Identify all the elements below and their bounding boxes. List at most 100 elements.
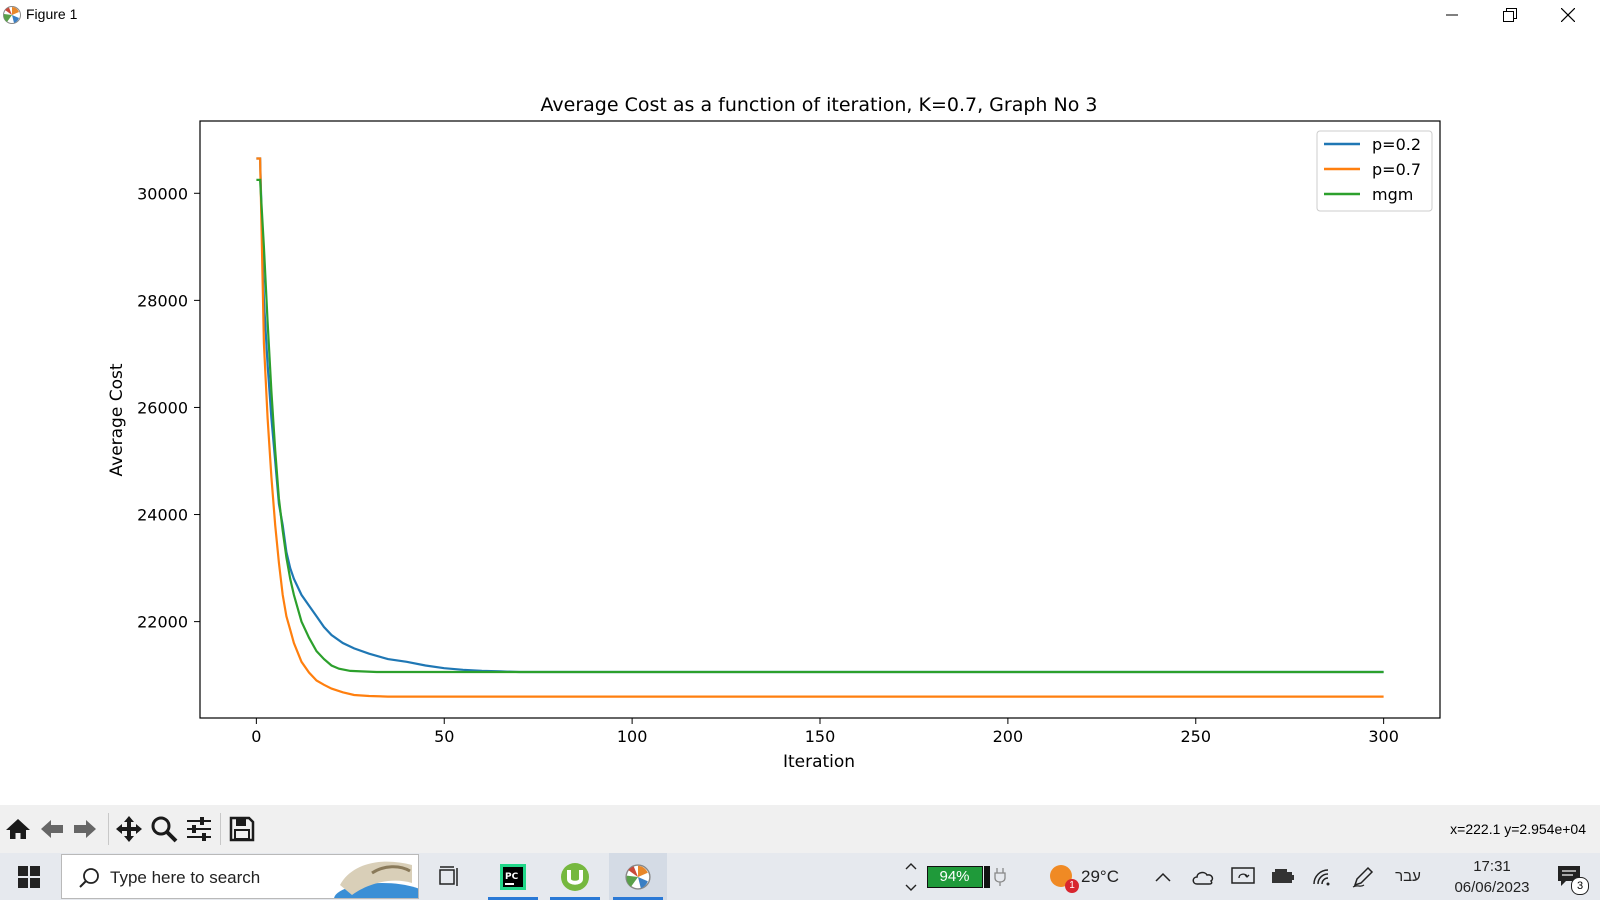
tray-wifi[interactable] xyxy=(1308,853,1338,900)
y-tick-label: 22000 xyxy=(137,613,188,632)
taskbar-search[interactable]: Type here to search xyxy=(61,854,419,899)
battery-cap xyxy=(983,865,990,888)
y-axis-ticks: 22000 24000 26000 28000 30000 xyxy=(137,184,200,632)
tray-power-app[interactable] xyxy=(1268,853,1298,900)
floppy-disk-icon xyxy=(229,816,255,842)
search-placeholder: Type here to search xyxy=(110,868,261,887)
chevron-up-icon xyxy=(905,862,917,869)
tray-remote-app[interactable] xyxy=(1228,853,1258,900)
taskbar-app-matplotlib[interactable] xyxy=(609,853,667,900)
tray-pen[interactable] xyxy=(1348,853,1378,900)
sliders-icon xyxy=(187,817,211,841)
y-tick-label: 24000 xyxy=(137,506,188,525)
caret-up-icon xyxy=(1155,872,1171,882)
battery-widget[interactable]: 94% xyxy=(926,853,1006,900)
chevron-down-icon xyxy=(905,884,917,891)
search-icon xyxy=(79,868,99,888)
axes-frame xyxy=(199,120,1441,719)
back-button[interactable] xyxy=(37,815,67,843)
x-tick-label: 300 xyxy=(1368,727,1399,746)
x-axis-ticks: 0 50 100 150 200 250 300 xyxy=(251,718,1399,746)
taskbar: Type here to search PC 94% xyxy=(0,853,1600,900)
y-tick-label: 28000 xyxy=(137,291,188,310)
toolbar-separator xyxy=(220,813,221,845)
close-button[interactable] xyxy=(1545,0,1591,30)
active-indicator xyxy=(613,897,663,900)
minimize-button[interactable] xyxy=(1429,0,1475,30)
plot-lines xyxy=(256,157,1384,698)
utorrent-icon xyxy=(561,862,589,891)
forward-arrow-icon xyxy=(74,820,96,838)
minimize-icon xyxy=(1446,14,1458,16)
window-title: Figure 1 xyxy=(26,6,78,22)
x-tick-label: 50 xyxy=(434,727,454,746)
running-indicator xyxy=(550,897,600,900)
legend-box xyxy=(1316,130,1433,212)
restore-button[interactable] xyxy=(1487,0,1533,30)
taskbar-app-utorrent[interactable] xyxy=(546,853,604,900)
back-arrow-icon xyxy=(41,820,63,838)
save-figure-button[interactable] xyxy=(227,815,257,843)
clock[interactable]: 17:31 06/06/2023 xyxy=(1440,853,1544,900)
zoom-button[interactable] xyxy=(149,815,179,843)
svg-text:PC: PC xyxy=(505,872,519,882)
x-tick-label: 200 xyxy=(993,727,1024,746)
taskbar-app-pycharm[interactable]: PC xyxy=(484,853,542,900)
tray-onedrive[interactable] xyxy=(1188,853,1218,900)
notification-icon: 3 xyxy=(1557,865,1589,895)
chart-title: Average Cost as a function of iteration,… xyxy=(541,94,1098,116)
toolbar-separator xyxy=(108,813,109,845)
notification-count: 3 xyxy=(1571,876,1589,895)
pan-button[interactable] xyxy=(114,815,144,843)
legend-label: mgm xyxy=(1372,185,1413,204)
close-icon xyxy=(1561,8,1575,22)
weather-temperature: 29°C xyxy=(1081,866,1119,886)
weather-sun-icon: 1 xyxy=(1049,864,1079,893)
task-view-icon xyxy=(439,865,458,886)
weather-widget[interactable]: 1 29°C xyxy=(1040,853,1128,900)
legend: p=0.2 p=0.7 mgm xyxy=(1316,130,1433,212)
legend-label: p=0.2 xyxy=(1372,135,1421,154)
pan-icon xyxy=(116,816,142,842)
x-axis-label: Iteration xyxy=(783,752,855,772)
pycharm-icon: PC xyxy=(500,863,526,890)
cloud-icon xyxy=(1192,871,1214,885)
x-tick-label: 250 xyxy=(1180,727,1211,746)
clock-date: 06/06/2023 xyxy=(1454,878,1530,896)
home-icon xyxy=(6,819,30,839)
configure-subplots-button[interactable] xyxy=(184,815,214,843)
x-tick-label: 150 xyxy=(805,727,836,746)
matplotlib-app-icon xyxy=(2,5,22,29)
search-highlight-illustration-icon xyxy=(334,861,418,898)
weather-alert-badge: 1 xyxy=(1065,878,1079,893)
matplotlib-icon xyxy=(625,863,651,890)
title-bar: Figure 1 xyxy=(0,0,1600,30)
series-line-2 xyxy=(256,178,1384,674)
windows-logo-icon xyxy=(18,865,40,888)
show-hidden-icons-button[interactable] xyxy=(1150,853,1176,900)
home-button[interactable] xyxy=(3,815,33,843)
running-indicator xyxy=(488,897,538,900)
restore-icon xyxy=(1503,8,1517,22)
cursor-coordinates: x=222.1 y=2.954e+04 xyxy=(1450,821,1586,837)
clock-time: 17:31 xyxy=(1473,857,1511,875)
y-tick-label: 30000 xyxy=(137,184,188,203)
series-line-1 xyxy=(256,157,1384,698)
figure-canvas[interactable]: Average Cost as a function of iteration,… xyxy=(0,30,1600,805)
start-button[interactable] xyxy=(0,853,58,900)
zoom-magnifier-icon xyxy=(151,816,178,843)
tray-scroll-button[interactable] xyxy=(900,853,922,900)
language-indicator[interactable]: עבר xyxy=(1395,868,1421,885)
pen-icon xyxy=(1352,866,1374,888)
battery-bar: 94% xyxy=(926,865,983,888)
legend-label: p=0.7 xyxy=(1372,160,1421,179)
notification-center-button[interactable]: 3 xyxy=(1548,853,1592,900)
battery-percent: 94% xyxy=(939,868,970,885)
navigation-toolbar: x=222.1 y=2.954e+04 xyxy=(0,805,1600,853)
task-view-button[interactable] xyxy=(421,853,479,900)
x-tick-label: 100 xyxy=(617,727,648,746)
series-line-0 xyxy=(256,157,1384,674)
plug-icon xyxy=(993,867,1006,886)
y-axis-label: Average Cost xyxy=(107,363,127,476)
forward-button[interactable] xyxy=(70,815,100,843)
